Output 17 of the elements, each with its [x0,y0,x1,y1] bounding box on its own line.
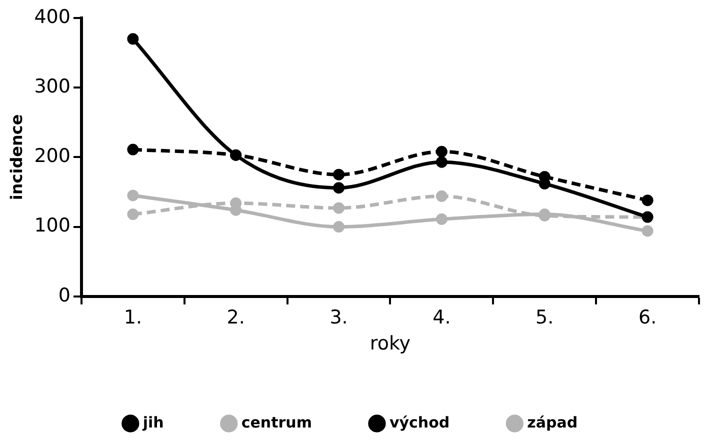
y-tick-label: 200 [34,145,70,168]
legend-label: východ [389,413,450,432]
x-tick-label: 6. [638,306,657,329]
x-tick-label: 3. [330,306,348,329]
legend-label: centrum [241,413,312,432]
x-tick-label: 5. [536,306,554,329]
legend-label: jih [142,413,164,432]
x-tick-label: 1. [124,306,142,329]
x-axis-title: roky [370,332,411,355]
x-tick-label: 2. [226,306,245,329]
legend-label: západ [527,413,578,432]
y-tick-label: 100 [34,214,70,237]
y-axis-title: incidence [6,114,26,200]
y-tick-label: 400 [34,6,70,28]
y-tick-label: 300 [34,76,70,98]
y-tick-label: 0 [58,284,70,306]
x-tick-label: 4. [432,306,451,329]
